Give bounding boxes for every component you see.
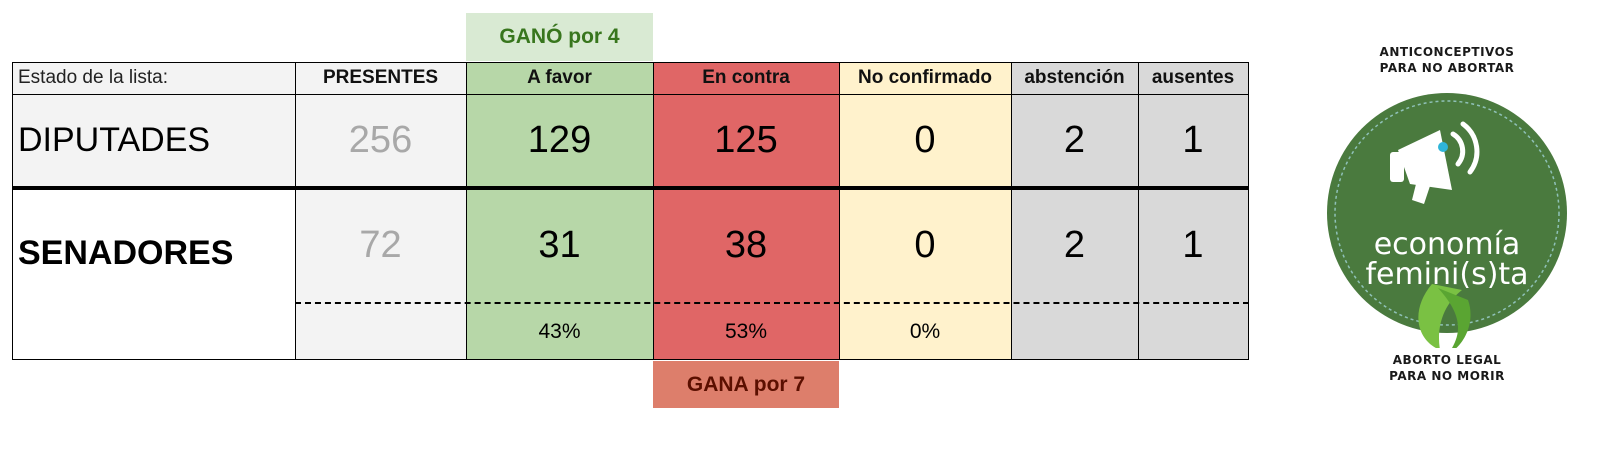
logo-bottom-line1: ABORTO LEGAL (1392, 353, 1502, 367)
col-bg-presentes (295, 62, 466, 360)
header-presentes: PRESENTES (322, 67, 439, 88)
top-winner-banner: GANÓ por 4 (466, 13, 653, 61)
col-bg-ausentes (1138, 62, 1248, 360)
logo-top-line1: ANTICONCEPTIVOS (1379, 45, 1515, 59)
grid-header-bottom (12, 94, 1249, 95)
senadores-en-contra: 38 (724, 224, 768, 266)
col-bg-a-favor (466, 62, 653, 360)
diputades-abstencion: 2 (1063, 119, 1086, 161)
diputades-presentes: 256 (348, 119, 413, 161)
header-abstencion: abstención (1024, 67, 1125, 88)
col-bg-en-contra (653, 62, 839, 360)
grid-v7 (1248, 62, 1249, 360)
grid-thick-divider (12, 186, 1249, 190)
header-estado: Estado de la lista: (18, 67, 168, 88)
row-label-diputades: DIPUTADES (18, 121, 211, 159)
header-no-confirmado: No confirmado (857, 67, 993, 88)
grid-v5 (1011, 62, 1012, 360)
diputades-en-contra: 125 (714, 119, 778, 161)
diputades-a-favor: 129 (527, 119, 592, 161)
diputades-ausentes: 1 (1182, 119, 1204, 161)
grid-v2 (466, 62, 467, 360)
col-bg-estado-senadores (12, 187, 295, 360)
bottom-winner-banner: GANA por 7 (653, 361, 839, 408)
col-bg-no-confirmado (839, 62, 1011, 360)
logo-dotted-ring (1334, 100, 1560, 326)
grid-dashed-divider (295, 302, 1249, 304)
senadores-pct-no-confirmado: 0% (909, 319, 941, 343)
grid-bottom (12, 359, 1249, 360)
senadores-pct-en-contra: 53% (724, 319, 768, 343)
senadores-pct-a-favor: 43% (538, 319, 581, 343)
senadores-a-favor: 31 (538, 224, 581, 266)
logo-bottom-line2: PARA NO MORIR (1389, 369, 1505, 383)
diputades-no-confirmado: 0 (914, 119, 936, 161)
grid-v6 (1138, 62, 1139, 360)
col-bg-abstencion (1011, 62, 1138, 360)
senadores-no-confirmado: 0 (914, 224, 936, 266)
ribbon-icon (1418, 284, 1471, 348)
logo-top-line2: PARA NO ABORTAR (1379, 61, 1515, 75)
logo-badge: economía femini(s)ta (1327, 93, 1567, 348)
economia-feminista-logo: ANTICONCEPTIVOS PARA NO ABORTAR economía… (1312, 36, 1582, 396)
header-en-contra: En contra (702, 67, 790, 88)
header-a-favor: A favor (527, 67, 592, 88)
senadores-ausentes: 1 (1182, 224, 1204, 266)
col-bg-estado (12, 62, 295, 187)
megaphone-icon (1390, 121, 1480, 204)
logo-name-line2: femini(s)ta (1365, 257, 1528, 292)
row-label-senadores: SENADORES (18, 233, 234, 272)
grid-v4 (839, 62, 840, 360)
grid-v3 (653, 62, 654, 360)
grid-top (12, 62, 1249, 63)
header-ausentes: ausentes (1151, 67, 1235, 88)
grid-v1 (295, 62, 296, 360)
logo-name-line1: economía (1374, 227, 1521, 262)
grid-v0 (12, 62, 13, 360)
senadores-presentes: 72 (359, 224, 402, 266)
logo-circle (1327, 93, 1567, 333)
senadores-abstencion: 2 (1063, 224, 1086, 266)
